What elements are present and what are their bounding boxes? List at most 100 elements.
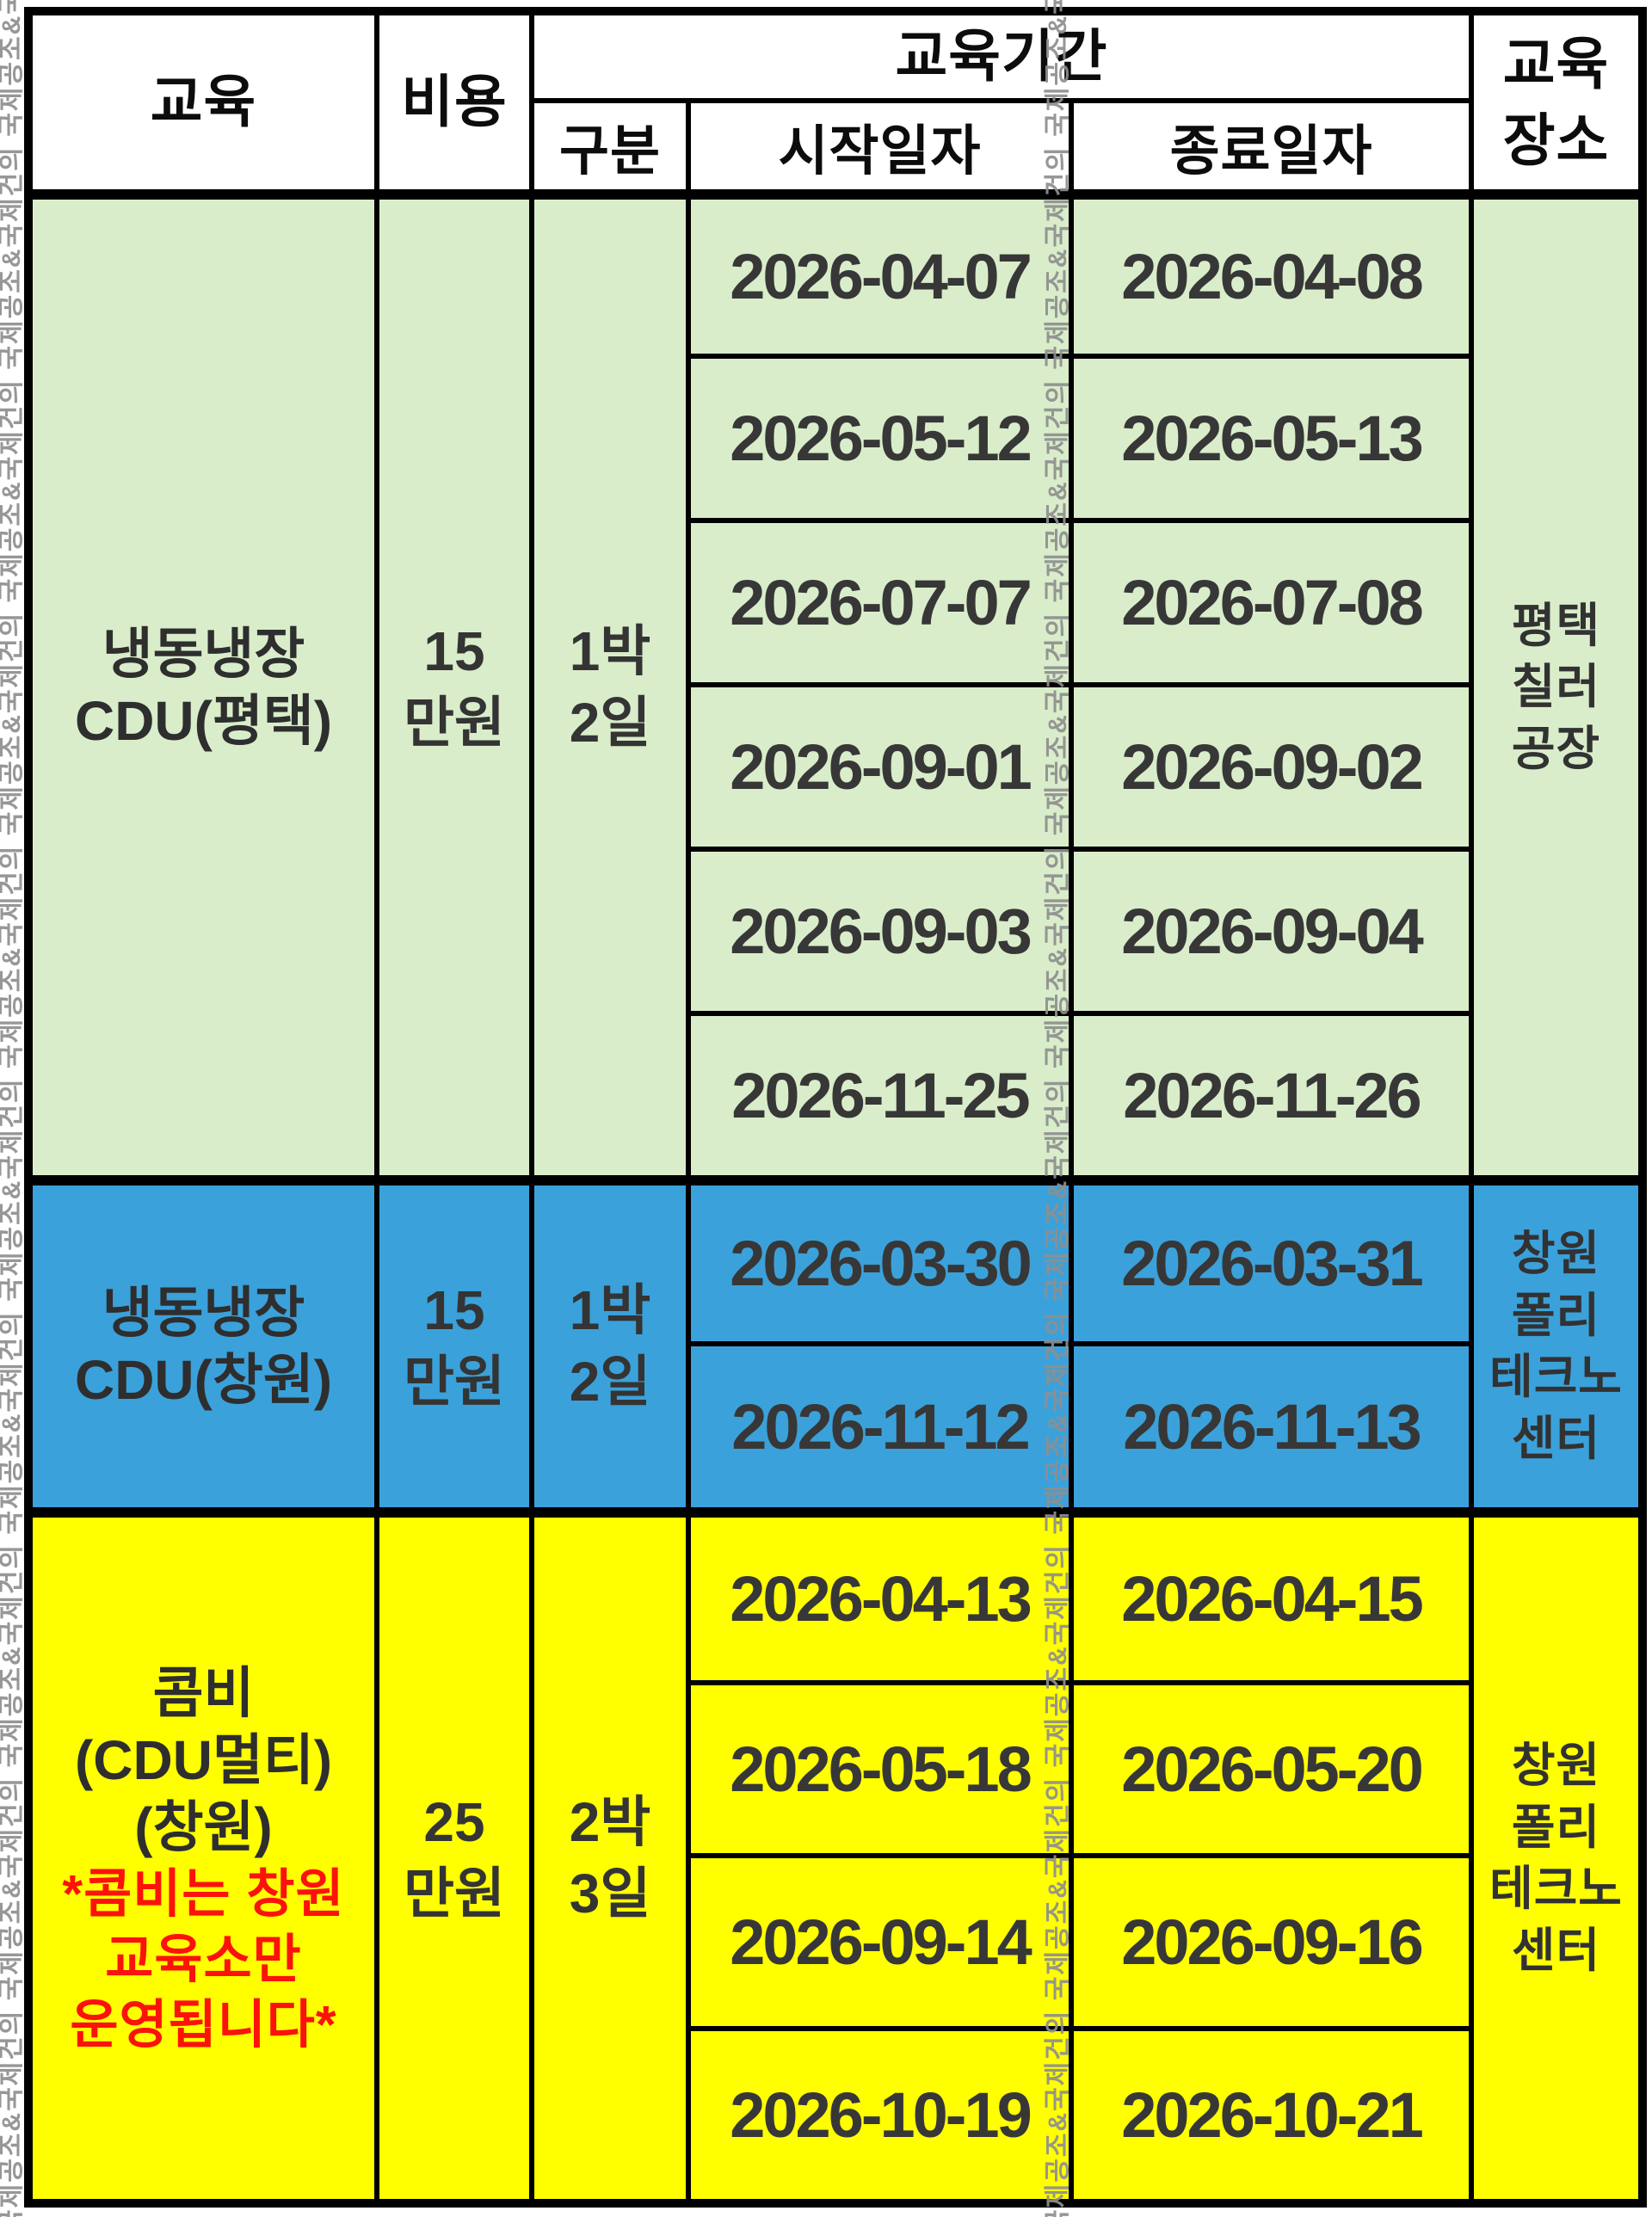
training-schedule-table: 교육 비용 교육기간 교육 장소 구분 시작일자 종료일자 냉동냉장 CDU(평… (24, 7, 1647, 2208)
header-category: 구분 (534, 103, 686, 189)
location-line: 창원 (1511, 1739, 1601, 1792)
location-line: 폴리 (1511, 1800, 1601, 1854)
end-date-cell: 2026-09-16 (1074, 1858, 1469, 2026)
end-date-value: 2026-09-04 (1121, 896, 1424, 967)
category-line: 2일 (569, 1351, 651, 1413)
section-changwon-name-cell: 냉동냉장 CDU(창원) (33, 1180, 374, 1507)
category-line: 3일 (569, 1863, 651, 1924)
end-date-value: 2026-09-02 (1121, 731, 1424, 803)
end-date-value: 2026-04-15 (1121, 1563, 1424, 1635)
start-date-cell: 2026-05-12 (691, 359, 1069, 518)
end-date-value: 2026-03-31 (1121, 1228, 1424, 1299)
end-date-cell: 2026-11-13 (1074, 1346, 1469, 1507)
end-date-value: 2026-11-13 (1123, 1391, 1421, 1463)
cost-line: 만원 (404, 692, 505, 754)
category-line: 1박 (569, 1278, 651, 1341)
section-combi-location-cell: 창원 폴리 테크노 센터 (1474, 1512, 1638, 2199)
end-date-cell: 2026-07-08 (1074, 523, 1469, 682)
start-date-value: 2026-04-07 (730, 241, 1032, 312)
course-name-line: 콤비 (152, 1661, 255, 1724)
course-name-line: (CDU멀티) (74, 1728, 333, 1791)
course-name-line: CDU(창원) (74, 1349, 333, 1411)
start-date-value: 2026-09-14 (730, 1906, 1032, 1978)
location-line: 테크노 (1489, 1862, 1623, 1915)
start-date-value: 2026-05-12 (730, 403, 1032, 474)
start-date-value: 2026-03-30 (730, 1228, 1032, 1299)
start-date-cell: 2026-09-03 (691, 852, 1069, 1011)
section-pyeongtaek-location-cell: 평택 칠러 공장 (1474, 194, 1638, 1175)
start-date-cell: 2026-04-07 (691, 194, 1069, 354)
header-category-label: 구분 (559, 120, 661, 182)
course-name-line: 냉동냉장 (102, 1281, 305, 1344)
header-location-line1: 교육 (1502, 31, 1610, 95)
location-line: 폴리 (1511, 1288, 1601, 1342)
start-date-value: 2026-09-03 (730, 896, 1032, 967)
start-date-cell: 2026-04-13 (691, 1512, 1069, 1680)
start-date-value: 2026-05-18 (730, 1734, 1032, 1805)
start-date-value: 2026-11-25 (731, 1060, 1030, 1131)
start-date-cell: 2026-03-30 (691, 1180, 1069, 1341)
start-date-value: 2026-04-13 (730, 1563, 1032, 1635)
category-line: 1박 (569, 619, 651, 682)
header-end-date-label: 종료일자 (1169, 120, 1373, 182)
location-line: 센터 (1511, 1411, 1601, 1465)
end-date-cell: 2026-10-21 (1074, 2031, 1469, 2199)
section-changwon-cost-cell: 15 만원 (379, 1180, 529, 1507)
header-cost: 비용 (379, 15, 529, 189)
section-pyeongtaek-name-cell: 냉동냉장 CDU(평택) (33, 194, 374, 1175)
start-date-cell: 2026-07-07 (691, 523, 1069, 682)
start-date-cell: 2026-09-14 (691, 1858, 1069, 2026)
cost-line: 15 (423, 619, 485, 682)
location-line: 칠러 (1511, 660, 1601, 714)
category-line: 2일 (569, 692, 651, 754)
end-date-value: 2026-10-21 (1121, 2079, 1424, 2151)
start-date-cell: 2026-11-12 (691, 1346, 1069, 1507)
section-combi-cost-cell: 25 만원 (379, 1512, 529, 2199)
end-date-value: 2026-07-08 (1121, 567, 1424, 638)
header-education: 교육 (33, 15, 374, 189)
cost-line: 15 (423, 1278, 485, 1341)
start-date-cell: 2026-09-01 (691, 687, 1069, 847)
course-name-line: 냉동냉장 (102, 622, 305, 685)
start-date-value: 2026-10-19 (730, 2079, 1032, 2151)
cost-line: 만원 (404, 1351, 505, 1413)
cost-line: 25 (423, 1790, 485, 1853)
cost-line: 만원 (404, 1863, 505, 1924)
location-line: 창원 (1511, 1227, 1601, 1280)
section-pyeongtaek-cost-cell: 15 만원 (379, 194, 529, 1175)
category-line: 2박 (569, 1790, 651, 1853)
header-end-date: 종료일자 (1074, 103, 1469, 189)
end-date-value: 2026-09-16 (1121, 1906, 1424, 1978)
location-line: 테크노 (1489, 1350, 1623, 1403)
end-date-value: 2026-05-13 (1121, 403, 1424, 474)
end-date-cell: 2026-09-04 (1074, 852, 1469, 1011)
section-pyeongtaek-category-cell: 1박 2일 (534, 194, 686, 1175)
section-changwon-location-cell: 창원 폴리 테크노 센터 (1474, 1180, 1638, 1507)
watermark-text-left: 국제공조&국제건의 국제공조&국제건의 국제공조&국제건의 국제공조&국제건의 … (0, 0, 33, 2217)
end-date-cell: 2026-11-26 (1074, 1016, 1469, 1175)
combi-note-line: 교육소만 (105, 1929, 302, 1988)
start-date-cell: 2026-10-19 (691, 2031, 1069, 2199)
course-name-line: CDU(평택) (74, 690, 333, 752)
section-changwon-category-cell: 1박 2일 (534, 1180, 686, 1507)
combi-note-line: *콤비는 창원 (62, 1863, 345, 1923)
end-date-value: 2026-04-08 (1121, 241, 1424, 312)
section-combi-name-cell: 콤비 (CDU멀티) (창원) *콤비는 창원 교육소만 운영됩니다* (33, 1512, 374, 2199)
header-location: 교육 장소 (1474, 15, 1638, 189)
header-location-line2: 장소 (1502, 108, 1610, 172)
section-combi-category-cell: 2박 3일 (534, 1512, 686, 2199)
header-start-date-label: 시작일자 (778, 120, 982, 182)
header-start-date: 시작일자 (691, 103, 1069, 189)
end-date-cell: 2026-03-31 (1074, 1180, 1469, 1341)
location-line: 센터 (1511, 1923, 1601, 1977)
start-date-cell: 2026-05-18 (691, 1685, 1069, 1853)
end-date-value: 2026-05-20 (1121, 1734, 1424, 1805)
header-cost-label: 비용 (401, 70, 508, 134)
end-date-value: 2026-11-26 (1123, 1060, 1421, 1131)
header-education-label: 교육 (150, 70, 257, 134)
location-line: 공장 (1511, 721, 1601, 775)
start-date-cell: 2026-11-25 (691, 1016, 1069, 1175)
end-date-cell: 2026-04-08 (1074, 194, 1469, 354)
header-period: 교육기간 (534, 15, 1469, 98)
